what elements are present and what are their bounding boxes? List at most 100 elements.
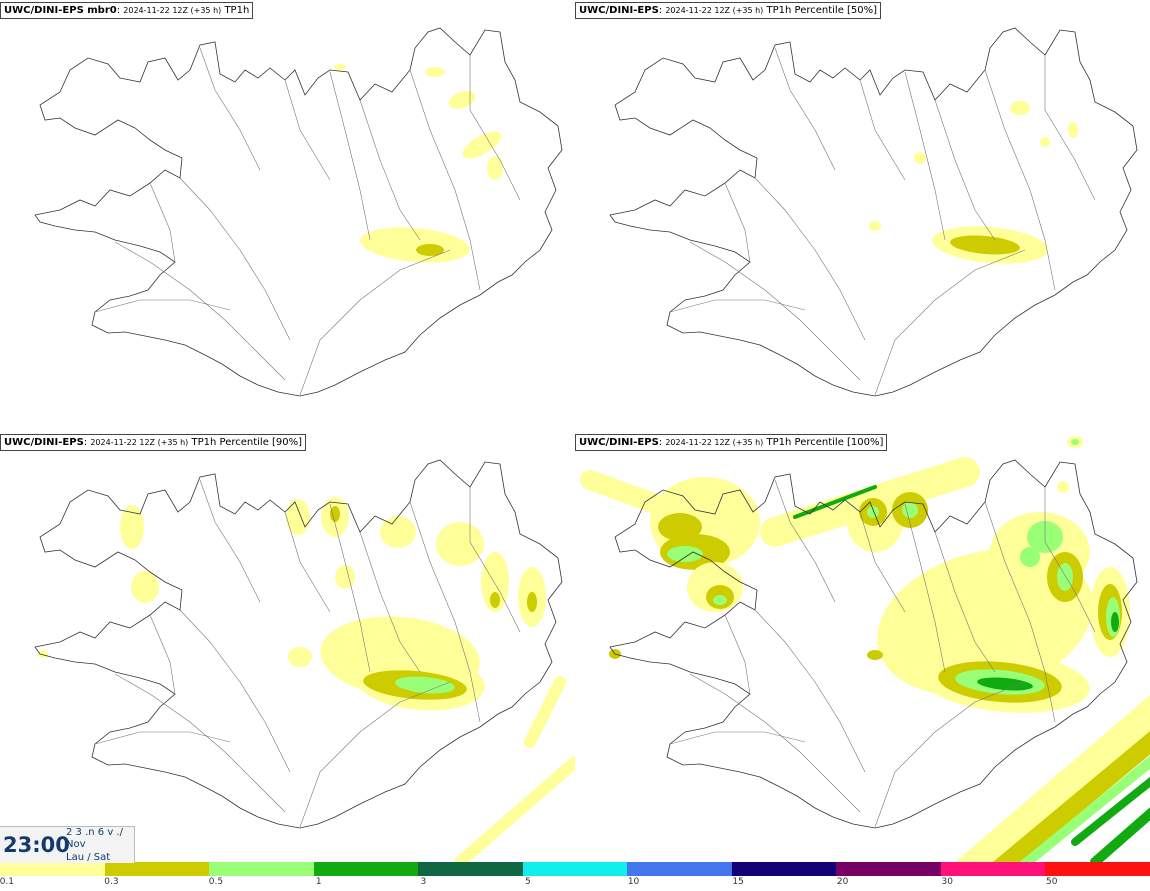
panel-field: TP1h Percentile [50%] (766, 5, 878, 16)
precip-area (38, 650, 48, 658)
road-river-line (329, 71, 371, 241)
road-river-line (934, 531, 996, 673)
road-river-line (724, 614, 751, 695)
precip-area (1071, 439, 1079, 445)
iceland-outline (609, 459, 1138, 829)
road-river-line (689, 673, 861, 813)
panel-model: UWC/DINI-EPS mbr0 (4, 5, 117, 16)
road-river-line (874, 249, 1026, 396)
iceland-map (34, 459, 575, 862)
panel-title: UWC/DINI-EPS: 2024-11-22 12Z (+35 h) TP1… (0, 434, 307, 451)
legend-swatch (1045, 862, 1150, 876)
road-river-line (359, 531, 421, 673)
road-river-line (299, 681, 451, 828)
road-river-line (859, 511, 906, 613)
panel-model: UWC/DINI-EPS (4, 437, 84, 448)
precip-band (524, 676, 566, 748)
precip-area (867, 506, 879, 518)
panel-field: TP1h Percentile [90%] (191, 437, 303, 448)
precip-area (658, 513, 702, 541)
precip-area (286, 499, 310, 535)
road-river-line (1044, 487, 1096, 633)
legend-labels: 0.1 0.3 0.5 1 3 5 10 15 20 30 50 (0, 877, 1150, 890)
precip-area (713, 595, 727, 605)
map-panel-p50: UWC/DINI-EPS: 2024-11-22 12Z (+35 h) TP1… (575, 0, 1150, 430)
precip-area (1010, 101, 1030, 115)
map-panel-mbr0: UWC/DINI-EPS mbr0: 2024-11-22 12Z (+35 h… (0, 0, 575, 430)
valid-time-day: 2 3 .n 6 v ./ (66, 827, 123, 838)
legend-tick-label: 0.3 (104, 877, 119, 887)
precip-area (334, 64, 346, 70)
legend-tick-label: 50 (1046, 877, 1058, 887)
map-panel-p90: UWC/DINI-EPS: 2024-11-22 12Z (+35 h) TP1… (0, 432, 575, 862)
precip-area (490, 592, 500, 608)
precip-area (120, 505, 144, 549)
precip-area (914, 152, 926, 164)
legend-swatch (313, 862, 419, 876)
precip-area (395, 676, 455, 694)
road-river-line (149, 614, 176, 695)
legend-tick-label: 15 (732, 877, 744, 887)
road-river-line (469, 55, 521, 201)
map-panel-p100: UWC/DINI-EPS: 2024-11-22 12Z (+35 h) TP1… (575, 432, 1150, 862)
precip-area (1057, 563, 1073, 591)
road-river-line (669, 731, 806, 745)
legend-tick-label: 0.5 (208, 877, 224, 887)
road-river-line (329, 503, 371, 673)
valid-time-box: 23:00 2 3 .n 6 v ./ Nov Lau / Sat (0, 826, 135, 863)
precip-area (867, 650, 883, 660)
legend-swatch (627, 862, 732, 876)
precip-area (1040, 137, 1050, 147)
legend-tick-label: 3 (420, 877, 427, 887)
precip-legend: 0.1 0.3 0.5 1 3 5 10 15 20 30 50 (0, 862, 1150, 891)
precip-area (869, 221, 881, 231)
precip-area (131, 571, 159, 603)
road-river-line (774, 47, 836, 171)
panel-title: UWC/DINI-EPS: 2024-11-22 12Z (+35 h) TP1… (575, 2, 882, 19)
legend-swatch (0, 862, 105, 876)
precip-area (902, 502, 918, 518)
road-river-line (284, 79, 331, 181)
road-river-line (409, 501, 481, 723)
legend-tick-label: 10 (627, 877, 640, 887)
road-river-line (409, 69, 481, 291)
road-river-line (299, 249, 451, 396)
precip-area (288, 647, 312, 667)
road-river-line (874, 681, 1026, 828)
precip-area (667, 546, 703, 562)
panel-model: UWC/DINI-EPS (579, 5, 659, 16)
road-river-line (724, 182, 751, 263)
road-river-line (984, 69, 1056, 291)
road-river-line (934, 99, 996, 241)
precip-area (1111, 612, 1119, 632)
road-river-line (284, 511, 331, 613)
road-river-line (179, 177, 291, 341)
legend-swatch (418, 862, 523, 876)
panel-field: TP1h (224, 5, 250, 16)
road-river-line (774, 479, 836, 603)
road-river-line (904, 71, 946, 241)
precip-band (454, 756, 575, 862)
road-river-line (114, 241, 286, 381)
valid-time-clock: 23:00 (3, 833, 70, 857)
legend-tick-label: 5 (524, 877, 531, 887)
legend-swatch (104, 862, 210, 876)
precip-band (992, 731, 1150, 862)
road-river-line (1044, 55, 1096, 201)
precip-area (330, 506, 340, 522)
road-river-line (114, 673, 286, 813)
road-river-line (199, 47, 261, 171)
legend-swatch (209, 862, 314, 876)
road-river-line (469, 487, 521, 633)
iceland-map (580, 436, 1150, 862)
precip-area (950, 235, 1020, 255)
panel-run-time: 2024-11-22 12Z (+35 h) (665, 6, 764, 15)
precip-area (1020, 547, 1040, 567)
precip-area (527, 592, 537, 612)
road-river-line (904, 503, 946, 673)
coastline (34, 459, 563, 829)
valid-time-month: Nov (66, 839, 86, 850)
panel-title: UWC/DINI-EPS: 2024-11-22 12Z (+35 h) TP1… (575, 434, 888, 451)
precip-area (380, 516, 416, 548)
road-river-line (669, 299, 806, 313)
